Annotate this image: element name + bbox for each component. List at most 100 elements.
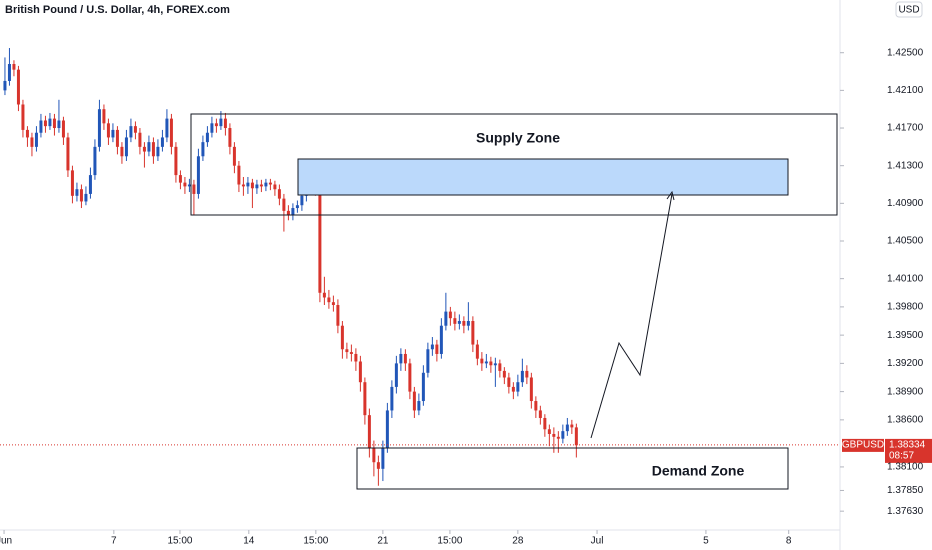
candle-body xyxy=(561,431,565,439)
y-tick-label: 1.40100 xyxy=(887,273,924,284)
candle-body xyxy=(16,69,20,105)
candle-body xyxy=(498,363,502,371)
y-tick-label: 1.40900 xyxy=(887,198,924,209)
supply-zone-label: Supply Zone xyxy=(476,130,560,146)
candle-body xyxy=(466,321,470,326)
candle-body xyxy=(529,377,533,402)
candle-body xyxy=(331,302,335,306)
candle-body xyxy=(93,146,97,176)
candle-body xyxy=(525,370,529,378)
candle-body xyxy=(259,184,263,187)
currency-label: USD xyxy=(898,5,919,16)
candle-body xyxy=(106,123,110,138)
candle-body xyxy=(268,182,272,185)
candle-body xyxy=(156,146,160,157)
candle-body xyxy=(493,363,497,366)
candle-body xyxy=(115,129,119,147)
candle-body xyxy=(462,321,466,326)
supply-zone-highlight xyxy=(297,158,789,196)
candle-body xyxy=(273,184,277,190)
candle-body xyxy=(300,195,304,206)
symbol-label: GBPUSD xyxy=(842,440,884,451)
candle-body xyxy=(237,165,241,185)
currency-badge[interactable] xyxy=(895,1,923,18)
candle-body xyxy=(435,344,439,354)
x-tick-label: 28 xyxy=(512,536,524,547)
candle-body xyxy=(394,363,398,387)
candle-body xyxy=(484,361,488,364)
candle-body xyxy=(165,118,169,138)
supply-zone-box xyxy=(190,113,838,216)
candle-body xyxy=(417,401,421,411)
candle-body xyxy=(75,189,79,196)
candle-body xyxy=(160,137,164,147)
candle-body xyxy=(354,353,358,362)
candle-body xyxy=(574,427,578,446)
candle-body xyxy=(133,126,137,133)
candle-body xyxy=(205,132,209,143)
candle-body xyxy=(453,318,457,324)
candle-body xyxy=(97,109,101,147)
candle-body xyxy=(408,363,412,392)
candle-body xyxy=(367,415,371,449)
symbol-badge xyxy=(842,438,884,452)
candle-body xyxy=(183,182,187,187)
candle-body xyxy=(201,142,205,157)
candle-body xyxy=(174,146,178,176)
candle-body xyxy=(385,410,389,449)
candle-body xyxy=(61,120,65,138)
y-tick-label: 1.42100 xyxy=(887,85,924,96)
candle-body xyxy=(124,137,128,157)
candle-body xyxy=(345,349,349,353)
candle-body xyxy=(430,344,434,350)
demand-zone-label: Demand Zone xyxy=(652,463,745,479)
y-tick-label: 1.37850 xyxy=(887,485,924,496)
candle-body xyxy=(39,120,43,133)
candle-body xyxy=(322,292,326,298)
candle-body xyxy=(520,370,524,383)
candle-body xyxy=(214,123,218,127)
y-tick-label: 1.38600 xyxy=(887,414,924,425)
y-tick-label: 1.39500 xyxy=(887,330,924,341)
candle-body xyxy=(3,80,7,91)
candle-body xyxy=(277,189,281,199)
candle-body xyxy=(534,401,538,411)
y-tick-label: 1.42500 xyxy=(887,47,924,58)
candle-body xyxy=(570,424,574,428)
candle-body xyxy=(327,297,331,303)
candle-body xyxy=(223,118,227,129)
y-tick-label: 1.39800 xyxy=(887,302,924,313)
candle-body xyxy=(48,118,52,127)
y-tick-label: 1.38900 xyxy=(887,386,924,397)
candle-body xyxy=(192,184,196,194)
candle-body xyxy=(295,205,299,209)
y-tick-label: 1.41700 xyxy=(887,123,924,134)
candle-body xyxy=(21,104,25,130)
candle-body xyxy=(516,382,520,392)
last-price-label: 1.38334 xyxy=(889,440,926,451)
countdown-label: 08:57 xyxy=(889,451,914,462)
y-tick-label: 1.41300 xyxy=(887,160,924,171)
candle-body xyxy=(286,210,290,215)
candle-body xyxy=(84,193,88,202)
candle-body xyxy=(228,128,232,147)
candle-body xyxy=(196,156,200,194)
x-tick-label: 21 xyxy=(377,536,389,547)
x-tick-label: 5 xyxy=(703,536,709,547)
x-tick-label: 15:00 xyxy=(437,536,462,547)
x-tick-label: 15:00 xyxy=(303,536,328,547)
candle-body xyxy=(219,118,223,127)
candle-body xyxy=(66,137,70,171)
candle-body xyxy=(547,429,551,434)
candle-body xyxy=(43,120,47,127)
candle-body xyxy=(34,132,38,147)
candle-body xyxy=(120,146,124,157)
candle-body xyxy=(138,132,142,147)
candle-body xyxy=(556,436,560,439)
x-tick-label: Jul xyxy=(591,536,604,547)
y-tick-label: 1.38100 xyxy=(887,462,924,473)
candle-body xyxy=(565,424,569,432)
